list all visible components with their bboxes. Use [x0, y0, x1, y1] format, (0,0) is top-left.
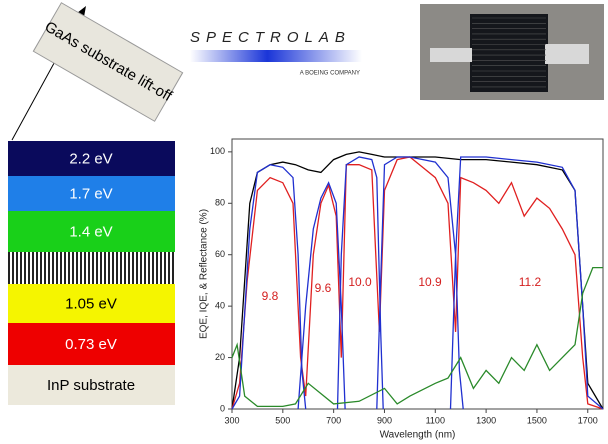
- layer-label: InP substrate: [47, 377, 135, 394]
- x-tick-label: 500: [275, 415, 290, 425]
- y-axis-label: EQE, IQE, & Reflectance (%): [199, 209, 210, 339]
- layer-label: 1.05 eV: [65, 295, 117, 312]
- x-tick-label: 1700: [578, 415, 598, 425]
- annotation: 9.6: [315, 281, 332, 295]
- x-tick-label: 1300: [476, 415, 496, 425]
- y-tick-label: 80: [215, 198, 225, 208]
- x-axis-label: Wavelength (nm): [380, 430, 456, 441]
- cell-photo: [420, 4, 604, 100]
- layer: [8, 211, 175, 252]
- layer-label: 1.4 eV: [69, 223, 112, 240]
- annotation: 10.9: [418, 275, 442, 289]
- series-line: [376, 156, 464, 410]
- series-line: [231, 156, 604, 410]
- layer: [8, 284, 175, 323]
- x-tick-label: 700: [326, 415, 341, 425]
- y-tick-label: 0: [220, 403, 225, 413]
- y-tick-label: 20: [215, 352, 225, 362]
- layer-label: 1.7 eV: [69, 185, 112, 202]
- series-line: [231, 164, 307, 410]
- layer-label: 2.2 eV: [69, 150, 112, 167]
- layer: [8, 323, 175, 365]
- tab: [430, 48, 472, 62]
- y-tick-label: 40: [215, 301, 225, 311]
- series-line: [231, 266, 603, 408]
- tab: [545, 44, 589, 64]
- x-tick-label: 1500: [527, 415, 547, 425]
- y-tick-label: 100: [210, 146, 225, 156]
- logo-bar: [190, 50, 362, 62]
- logo-name: SPECTROLAB: [190, 29, 351, 46]
- cell: [470, 14, 548, 92]
- lift-off-bg: [32, 2, 184, 122]
- tunnel-stripes: [8, 252, 175, 284]
- annotation: 10.0: [348, 275, 372, 289]
- layer: [8, 365, 175, 405]
- y-tick-label: 60: [215, 249, 225, 259]
- layer-label: 0.73 eV: [65, 336, 117, 353]
- annotation: 11.2: [519, 275, 542, 289]
- x-tick-label: 1100: [426, 415, 445, 425]
- layer: [8, 141, 175, 176]
- annotation: 9.8: [262, 289, 279, 303]
- layer: [8, 176, 175, 211]
- logo-tagline: A BOEING COMPANY: [300, 71, 360, 77]
- plot-frame: [231, 138, 604, 410]
- x-tick-label: 900: [377, 415, 392, 425]
- x-tick-label: 300: [224, 415, 239, 425]
- series-line: [449, 156, 604, 410]
- lift-off-box: GaAs substrate lift-off: [32, 2, 184, 122]
